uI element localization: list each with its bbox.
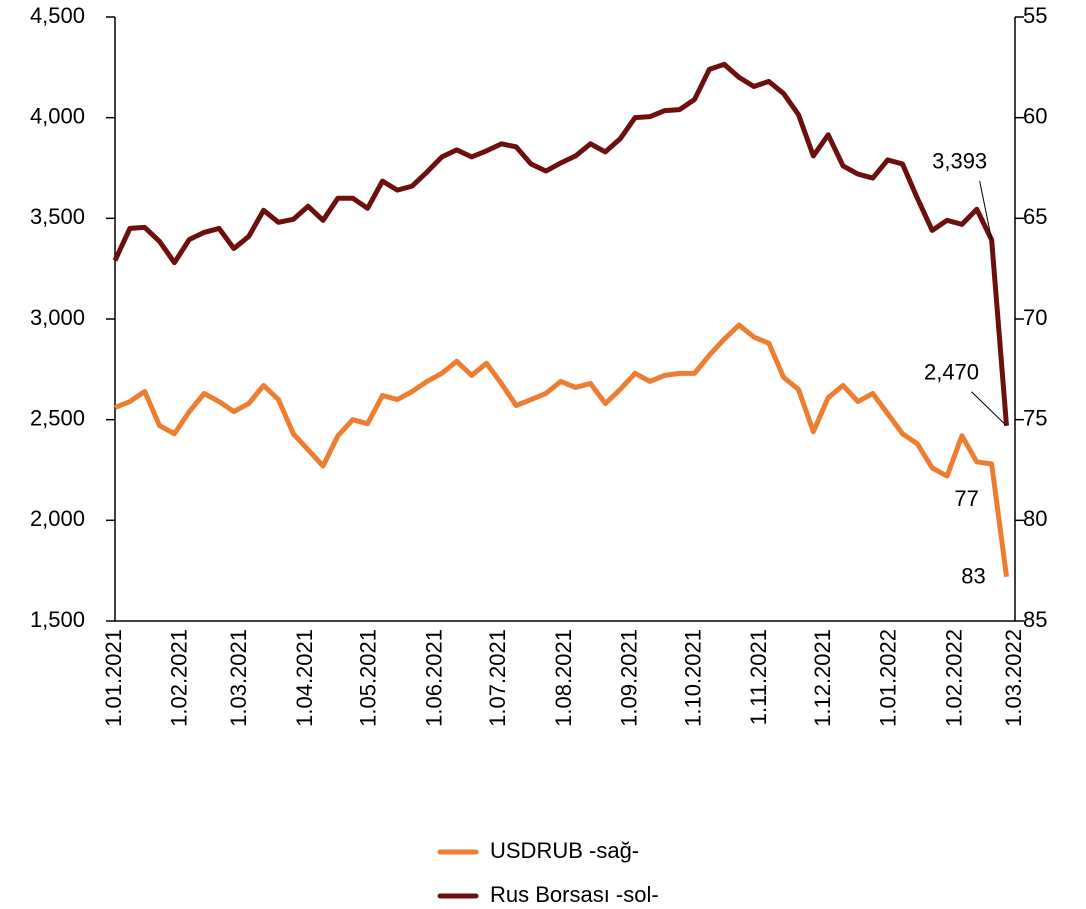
x-tick-label: 1.09.2021 — [617, 629, 642, 727]
legend-label: Rus Borsası -sol- — [490, 882, 659, 907]
x-tick-label: 1.03.2021 — [226, 629, 251, 727]
y2-tick-label: 55 — [1023, 3, 1047, 28]
x-tick-label: 1.06.2021 — [421, 629, 446, 727]
y-tick-label: 2,000 — [30, 506, 85, 531]
y-tick-label: 1,500 — [30, 607, 85, 632]
y-tick-label: 3,000 — [30, 305, 85, 330]
y2-tick-label: 85 — [1023, 607, 1047, 632]
y-tick-label: 2,500 — [30, 405, 85, 430]
y2-tick-label: 70 — [1023, 305, 1047, 330]
x-tick-label: 1.05.2021 — [356, 629, 381, 727]
label-leader — [979, 180, 993, 240]
series-line — [114, 322, 1009, 578]
data-label: 83 — [961, 564, 985, 589]
data-label: 77 — [954, 486, 978, 511]
y-tick-label: 4,500 — [30, 3, 85, 28]
series-line — [112, 61, 1010, 426]
label-leader — [971, 391, 1007, 427]
y-tick-label: 4,000 — [30, 103, 85, 128]
x-tick-label: 1.08.2021 — [551, 629, 576, 727]
y2-tick-label: 65 — [1023, 204, 1047, 229]
y2-tick-label: 60 — [1023, 103, 1047, 128]
legend-label: USDRUB -sağ- — [490, 838, 639, 863]
data-label: 3,393 — [932, 149, 987, 174]
x-tick-label: 1.11.2021 — [746, 629, 771, 725]
x-tick-label: 1.12.2021 — [810, 629, 835, 727]
x-tick-label: 1.02.2022 — [941, 629, 966, 727]
x-tick-label: 1.04.2021 — [292, 629, 317, 727]
x-tick-label: 1.10.2021 — [680, 629, 705, 727]
y2-tick-label: 75 — [1023, 405, 1047, 430]
x-tick-label: 1.02.2021 — [167, 629, 192, 727]
x-tick-label: 1.07.2021 — [485, 629, 510, 727]
x-tick-label: 1.01.2022 — [876, 629, 901, 727]
data-label: 2,470 — [924, 360, 979, 385]
y2-tick-label: 80 — [1023, 506, 1047, 531]
x-tick-label: 1.01.2021 — [101, 629, 126, 727]
y-tick-label: 3,500 — [30, 204, 85, 229]
x-tick-label: 1.03.2022 — [1001, 629, 1026, 727]
